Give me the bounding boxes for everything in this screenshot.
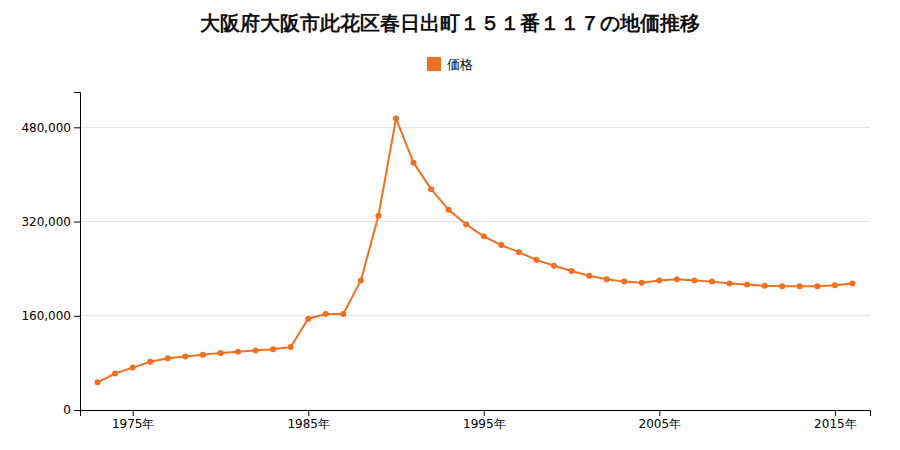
tick: 160,000 — [21, 309, 80, 323]
marker — [621, 279, 627, 285]
marker — [727, 280, 733, 286]
tick: 1985年 — [287, 410, 330, 431]
marker — [691, 277, 697, 283]
marks — [95, 116, 856, 386]
marker — [411, 160, 417, 166]
grid-line — [80, 127, 870, 128]
marker — [235, 349, 241, 355]
marker — [569, 268, 575, 274]
marker — [375, 213, 381, 219]
marker — [305, 316, 311, 322]
legend-item: 価格 — [427, 57, 473, 72]
marker — [130, 365, 136, 371]
marker — [797, 283, 803, 289]
marker — [639, 280, 645, 286]
marker — [814, 283, 820, 289]
marker — [323, 311, 329, 317]
tick: 320,000 — [21, 215, 80, 229]
axis-line — [74, 93, 81, 411]
marker — [744, 282, 750, 288]
marker — [832, 282, 838, 288]
marker — [849, 280, 855, 286]
tick-mark — [74, 222, 80, 223]
marker — [604, 276, 610, 282]
marker — [656, 277, 662, 283]
y-axis: 0 160,000 320,000 480,000 — [21, 93, 80, 418]
marker — [147, 359, 153, 365]
tick: 2015年 — [814, 410, 857, 431]
tick-label: 2015年 — [814, 417, 857, 431]
marker — [270, 346, 276, 352]
marker — [551, 263, 557, 269]
grid — [80, 127, 870, 410]
tick: 1975年 — [112, 410, 155, 431]
line — [98, 119, 853, 383]
plot-area: 1975年 1985年 1995年 2005年 2015年 0 160,000 320,000… — [21, 93, 870, 431]
chart-svg: 1975年 1985年 1995年 2005年 2015年 0 160,000 320,000… — [0, 0, 900, 450]
marker — [463, 222, 469, 228]
tick-label: 160,000 — [21, 309, 71, 323]
tick-label: 320,000 — [21, 215, 71, 229]
marker — [428, 186, 434, 192]
tick-label: 1975年 — [112, 417, 155, 431]
chart-container: 1975年 1985年 1995年 2005年 2015年 0 160,000 320,000… — [0, 0, 900, 450]
marker — [709, 279, 715, 285]
legend-swatch — [427, 57, 441, 71]
tick-label: 0 — [63, 403, 71, 417]
tick: 480,000 — [21, 121, 80, 135]
marker — [481, 233, 487, 239]
marker — [358, 277, 364, 283]
marker — [112, 370, 118, 376]
marker — [533, 257, 539, 263]
marker — [516, 249, 522, 255]
tick-mark — [308, 410, 309, 416]
marker — [217, 350, 223, 356]
marker — [498, 242, 504, 248]
marker — [165, 355, 171, 361]
tick-mark — [74, 410, 80, 411]
grid-line — [80, 221, 870, 222]
marker — [446, 207, 452, 213]
marker — [674, 276, 680, 282]
tick-label: 1985年 — [287, 417, 330, 431]
axis-line — [81, 411, 871, 417]
tick-mark — [659, 410, 660, 416]
tick-label: 1995年 — [463, 417, 506, 431]
marker — [95, 379, 101, 385]
tick-mark — [74, 127, 80, 128]
marker — [200, 352, 206, 358]
tick-label: 480,000 — [21, 121, 71, 135]
marker — [253, 348, 259, 354]
tick-mark — [835, 410, 836, 416]
legend-label: 価格 — [447, 57, 473, 72]
grid-line — [80, 315, 870, 316]
marker — [762, 283, 768, 289]
tick-mark — [133, 410, 134, 416]
marker — [340, 311, 346, 317]
tick-mark — [484, 410, 485, 416]
tick: 0 — [63, 403, 80, 417]
tick: 2005年 — [639, 410, 682, 431]
tick-label: 2005年 — [639, 417, 682, 431]
title: 大阪府大阪市此花区春日出町１５１番１１７の地価推移 — [200, 11, 700, 35]
marker — [182, 353, 188, 359]
tick: 1995年 — [463, 410, 506, 431]
marker — [393, 116, 399, 122]
tick-mark — [74, 316, 80, 317]
marker — [779, 283, 785, 289]
x-axis: 1975年 1985年 1995年 2005年 2015年 — [81, 410, 871, 431]
legend: 価格 — [427, 57, 473, 72]
marker — [586, 273, 592, 279]
marker — [288, 344, 294, 350]
